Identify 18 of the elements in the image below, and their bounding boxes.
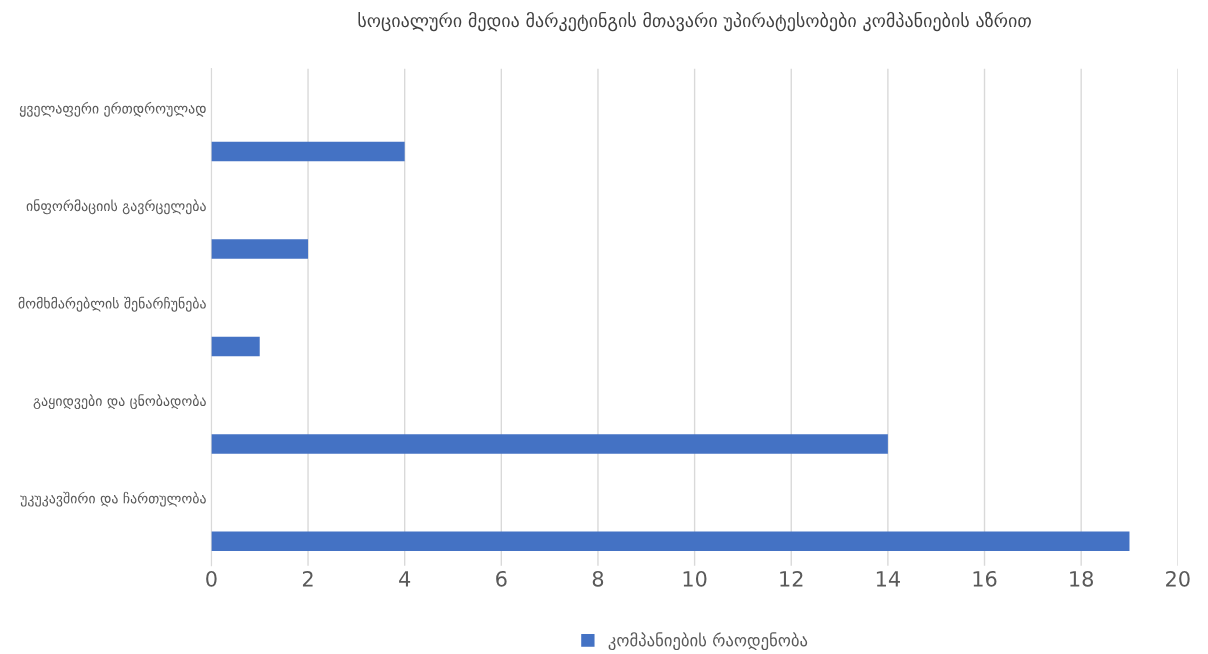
x-tick-label: 12 — [780, 570, 803, 587]
y-tick-label: ყველაფერი ერთდროულად — [19, 101, 206, 117]
y-tick-label: უკუკავშირი და ჩართულობა — [20, 491, 206, 507]
x-tick-label: 18 — [1070, 570, 1093, 587]
x-tick-label: 2 — [302, 570, 313, 587]
x-tick-label: 10 — [683, 570, 707, 587]
y-tick-label: ინფორმაციის გავრცელება — [26, 199, 206, 215]
x-tick-label: 6 — [496, 570, 507, 587]
x-tick-label: 8 — [592, 570, 604, 587]
x-tick-label: 20 — [1166, 570, 1190, 587]
y-tick-label: გაყიდვები და ცნობადობა — [33, 394, 206, 410]
chart-title: სოციალური მედია მარკეტინგის მთავარი უპირატესობები კომპანიების აზრით — [358, 11, 1031, 32]
x-tick-label: 0 — [206, 570, 217, 587]
x-tick-label: 16 — [973, 570, 997, 587]
y-tick-label: მომხმარებლის შენარჩუნება — [18, 296, 206, 312]
x-tick-label: 4 — [399, 571, 411, 587]
x-tick-label: 14 — [876, 571, 900, 587]
legend-label: კომპანიების რაოდენობა — [608, 632, 808, 651]
